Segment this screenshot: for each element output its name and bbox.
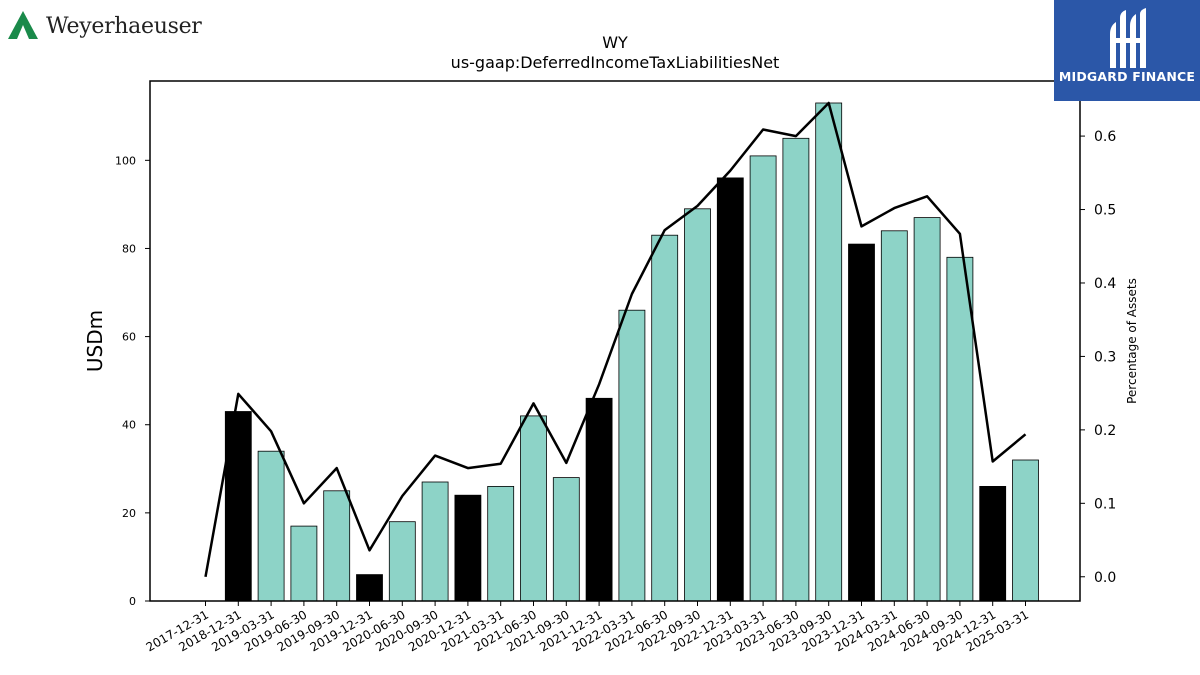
bar-2021-06-30 bbox=[520, 415, 547, 602]
bar-2023-06-30 bbox=[782, 137, 810, 602]
y2-tick-label: 0.4 bbox=[1094, 276, 1116, 292]
chart-title: WY bbox=[602, 33, 628, 52]
brand-mark-icon bbox=[1110, 8, 1146, 68]
bar-2019-12-31 bbox=[356, 574, 383, 602]
bar-2024-06-30 bbox=[913, 217, 941, 602]
y2-tick-label: 0.1 bbox=[1094, 496, 1116, 512]
brand-name: MIDGARD FINANCE bbox=[1058, 69, 1196, 84]
right-axis: 0.0 0.1 0.2 0.3 0.4 0.5 0.6 bbox=[1080, 129, 1116, 586]
y-tick-label: 80 bbox=[122, 242, 136, 255]
bar-2020-09-30 bbox=[421, 481, 449, 602]
y2-tick-label: 0.5 bbox=[1094, 203, 1116, 219]
bar-2019-03-31 bbox=[257, 450, 285, 602]
bar-2021-09-30 bbox=[552, 477, 580, 602]
bar-2024-03-31 bbox=[880, 230, 908, 602]
y-tick-label: 40 bbox=[122, 419, 136, 432]
line-series bbox=[204, 101, 1027, 578]
y-tick-label: 100 bbox=[115, 154, 136, 167]
y-tick-label: 20 bbox=[122, 507, 136, 520]
bar-2023-12-31 bbox=[848, 243, 875, 602]
bar-2023-09-30 bbox=[815, 102, 843, 602]
x-axis: 2017-12-312018-12-312019-03-312019-06-30… bbox=[144, 601, 1031, 654]
bar-2019-06-30 bbox=[290, 525, 318, 602]
bar-group bbox=[224, 102, 1039, 602]
bar-2024-12-31 bbox=[979, 485, 1007, 602]
bar-2025-03-31 bbox=[1012, 459, 1039, 602]
bar-2022-06-30 bbox=[651, 234, 679, 602]
y2-tick-label: 0.0 bbox=[1094, 570, 1116, 586]
y2-axis-label: Percentage of Assets bbox=[1125, 278, 1139, 404]
y2-tick-label: 0.6 bbox=[1094, 129, 1116, 145]
plot-frame bbox=[149, 80, 1081, 602]
percentage-line bbox=[204, 101, 1027, 578]
bar-2021-12-31 bbox=[585, 397, 613, 602]
bar-2020-06-30 bbox=[388, 521, 416, 602]
bar-2024-09-30 bbox=[946, 256, 974, 602]
company-logo: Weyerhaeuser bbox=[6, 6, 202, 46]
bar-2019-09-30 bbox=[323, 490, 351, 602]
y-tick-label: 0 bbox=[129, 595, 136, 608]
y-tick-label: 60 bbox=[122, 331, 136, 344]
y2-tick-label: 0.3 bbox=[1094, 349, 1116, 365]
chart-subtitle: us-gaap:DeferredIncomeTaxLiabilitiesNet bbox=[451, 53, 780, 72]
left-axis: 0 20 40 60 80 100 bbox=[115, 154, 150, 608]
tree-logo-icon bbox=[8, 11, 38, 39]
brand-logo: MIDGARD FINANCE bbox=[1054, 0, 1200, 101]
y-axis-label: USDm bbox=[83, 310, 107, 372]
bar-2022-03-31 bbox=[618, 309, 646, 602]
bar-2020-12-31 bbox=[454, 494, 482, 602]
y2-tick-label: 0.2 bbox=[1094, 423, 1116, 439]
company-name: Weyerhaeuser bbox=[46, 13, 202, 39]
bar-2022-09-30 bbox=[684, 208, 711, 602]
bar-2023-03-31 bbox=[749, 155, 777, 602]
bar-2022-12-31 bbox=[716, 177, 744, 602]
bar-2021-03-31 bbox=[487, 485, 515, 602]
